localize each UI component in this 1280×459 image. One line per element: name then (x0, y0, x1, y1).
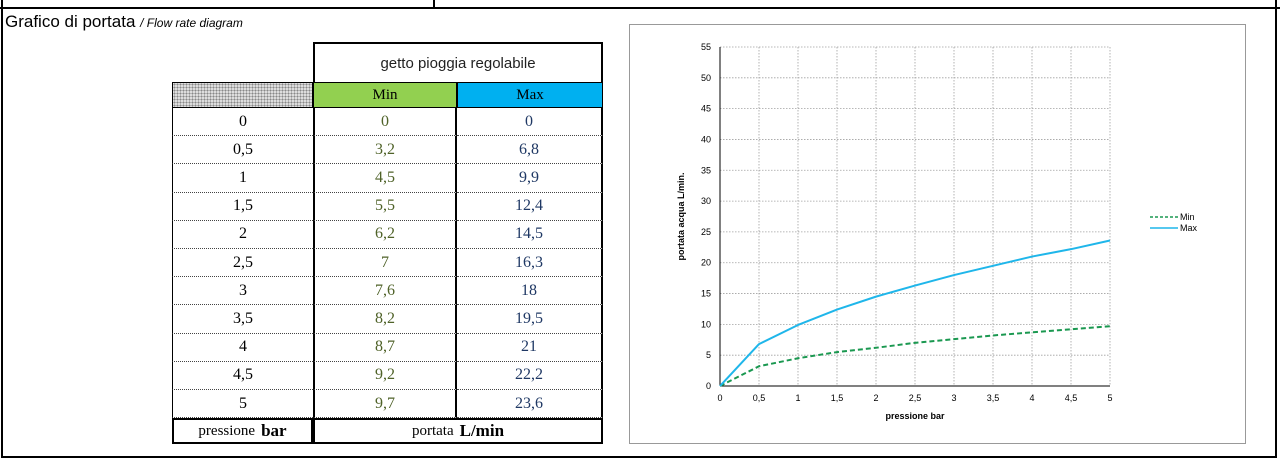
table-cell-max: 12,4 (457, 192, 603, 221)
y-tick-label: 35 (701, 165, 711, 175)
flow-rate-table: getto pioggia regolabile Min Max pressio… (172, 42, 603, 450)
footer-pressure-label: pressione (198, 422, 256, 439)
table-cell-min: 4,5 (313, 164, 457, 193)
footer-pressure-unit: bar (261, 421, 287, 440)
series-line-min (719, 325, 1111, 387)
table-cell-max: 21 (457, 333, 603, 362)
table-cell-max: 22,2 (457, 361, 603, 390)
page-heading: Grafico di portata / Flow rate diagram (5, 12, 243, 32)
table-cell-pressure: 4 (172, 333, 313, 362)
table-cell-pressure: 5 (172, 390, 313, 419)
y-tick-label: 15 (701, 289, 711, 299)
table-cell-pressure: 1 (172, 164, 313, 193)
x-tick-label: 0 (717, 393, 722, 403)
footer-flow: portata L/min (313, 418, 603, 444)
x-tick-label: 3,5 (987, 393, 1000, 403)
table-cell-min: 7 (313, 249, 457, 278)
legend-label-max: Max (1180, 223, 1198, 233)
table-cell-pressure: 3,5 (172, 305, 313, 334)
y-tick-label: 20 (701, 258, 711, 268)
table-cell-pressure: 1,5 (172, 192, 313, 221)
table-cell-pressure: 0 (172, 108, 313, 137)
y-tick-label: 25 (701, 227, 711, 237)
table-corner-hatch (172, 82, 313, 108)
table-cell-min: 0 (313, 108, 457, 137)
y-tick-label: 50 (701, 73, 711, 83)
table-cell-max: 19,5 (457, 305, 603, 334)
table-cell-max: 14,5 (457, 220, 603, 249)
heading-subtitle: / Flow rate diagram (140, 16, 243, 30)
table-cell-min: 6,2 (313, 220, 457, 249)
footer-pressure: pressione bar (172, 418, 313, 444)
table-cell-min: 9,7 (313, 390, 457, 419)
x-tick-label: 2 (873, 393, 878, 403)
y-tick-label: 10 (701, 319, 711, 329)
x-tick-label: 3 (951, 393, 956, 403)
table-cell-min: 8,2 (313, 305, 457, 334)
y-tick-label: 5 (706, 350, 711, 360)
x-tick-label: 0,5 (753, 393, 766, 403)
table-group-header: getto pioggia regolabile (313, 42, 603, 82)
x-tick-label: 4,5 (1065, 393, 1078, 403)
table-cell-max: 18 (457, 277, 603, 306)
x-tick-label: 5 (1107, 393, 1112, 403)
series-line-max (719, 239, 1111, 387)
y-axis-label: portata acqua L/min. (676, 172, 686, 260)
table-cell-max: 16,3 (457, 249, 603, 278)
table-cell-min: 7,6 (313, 277, 457, 306)
x-tick-label: 4 (1029, 393, 1034, 403)
top-border (0, 0, 1280, 9)
footer-flow-label: portata (411, 422, 454, 439)
table-cell-max: 23,6 (457, 390, 603, 419)
y-tick-label: 45 (701, 104, 711, 114)
x-tick-label: 2,5 (909, 393, 922, 403)
chart-svg: 0 5 10 15 20 25 30 35 40 45 50 55 0 0,5 1 1,5 2 2,5 3 3,5 4 4… (676, 42, 1198, 421)
table-cell-max: 6,8 (457, 136, 603, 165)
y-tick-label: 0 (706, 381, 711, 391)
table-cell-max: 9,9 (457, 164, 603, 193)
table-cell-pressure: 2,5 (172, 249, 313, 278)
column-header-min: Min (313, 82, 457, 108)
table-cell-max: 0 (457, 108, 603, 137)
column-header-max: Max (457, 82, 603, 108)
top-divider (433, 0, 435, 9)
y-tick-label: 30 (701, 196, 711, 206)
table-cell-pressure: 2 (172, 220, 313, 249)
y-tick-label: 55 (701, 42, 711, 52)
table-cell-min: 9,2 (313, 361, 457, 390)
x-axis-label: pressione bar (885, 411, 945, 421)
table-cell-pressure: 3 (172, 277, 313, 306)
table-cell-min: 5,5 (313, 192, 457, 221)
table-cell-pressure: 4,5 (172, 361, 313, 390)
footer-flow-unit: L/min (459, 421, 505, 440)
x-tick-label: 1 (795, 393, 800, 403)
table-cell-min: 8,7 (313, 333, 457, 362)
x-tick-label: 1,5 (831, 393, 844, 403)
heading-title: Grafico di portata (5, 12, 136, 31)
flow-rate-chart: 0 5 10 15 20 25 30 35 40 45 50 55 0 0,5 1 1,5 2 2,5 3 3,5 4 4… (629, 24, 1246, 444)
table-cell-pressure: 0,5 (172, 136, 313, 165)
y-tick-label: 40 (701, 134, 711, 144)
table-cell-min: 3,2 (313, 136, 457, 165)
legend-label-min: Min (1180, 212, 1195, 222)
